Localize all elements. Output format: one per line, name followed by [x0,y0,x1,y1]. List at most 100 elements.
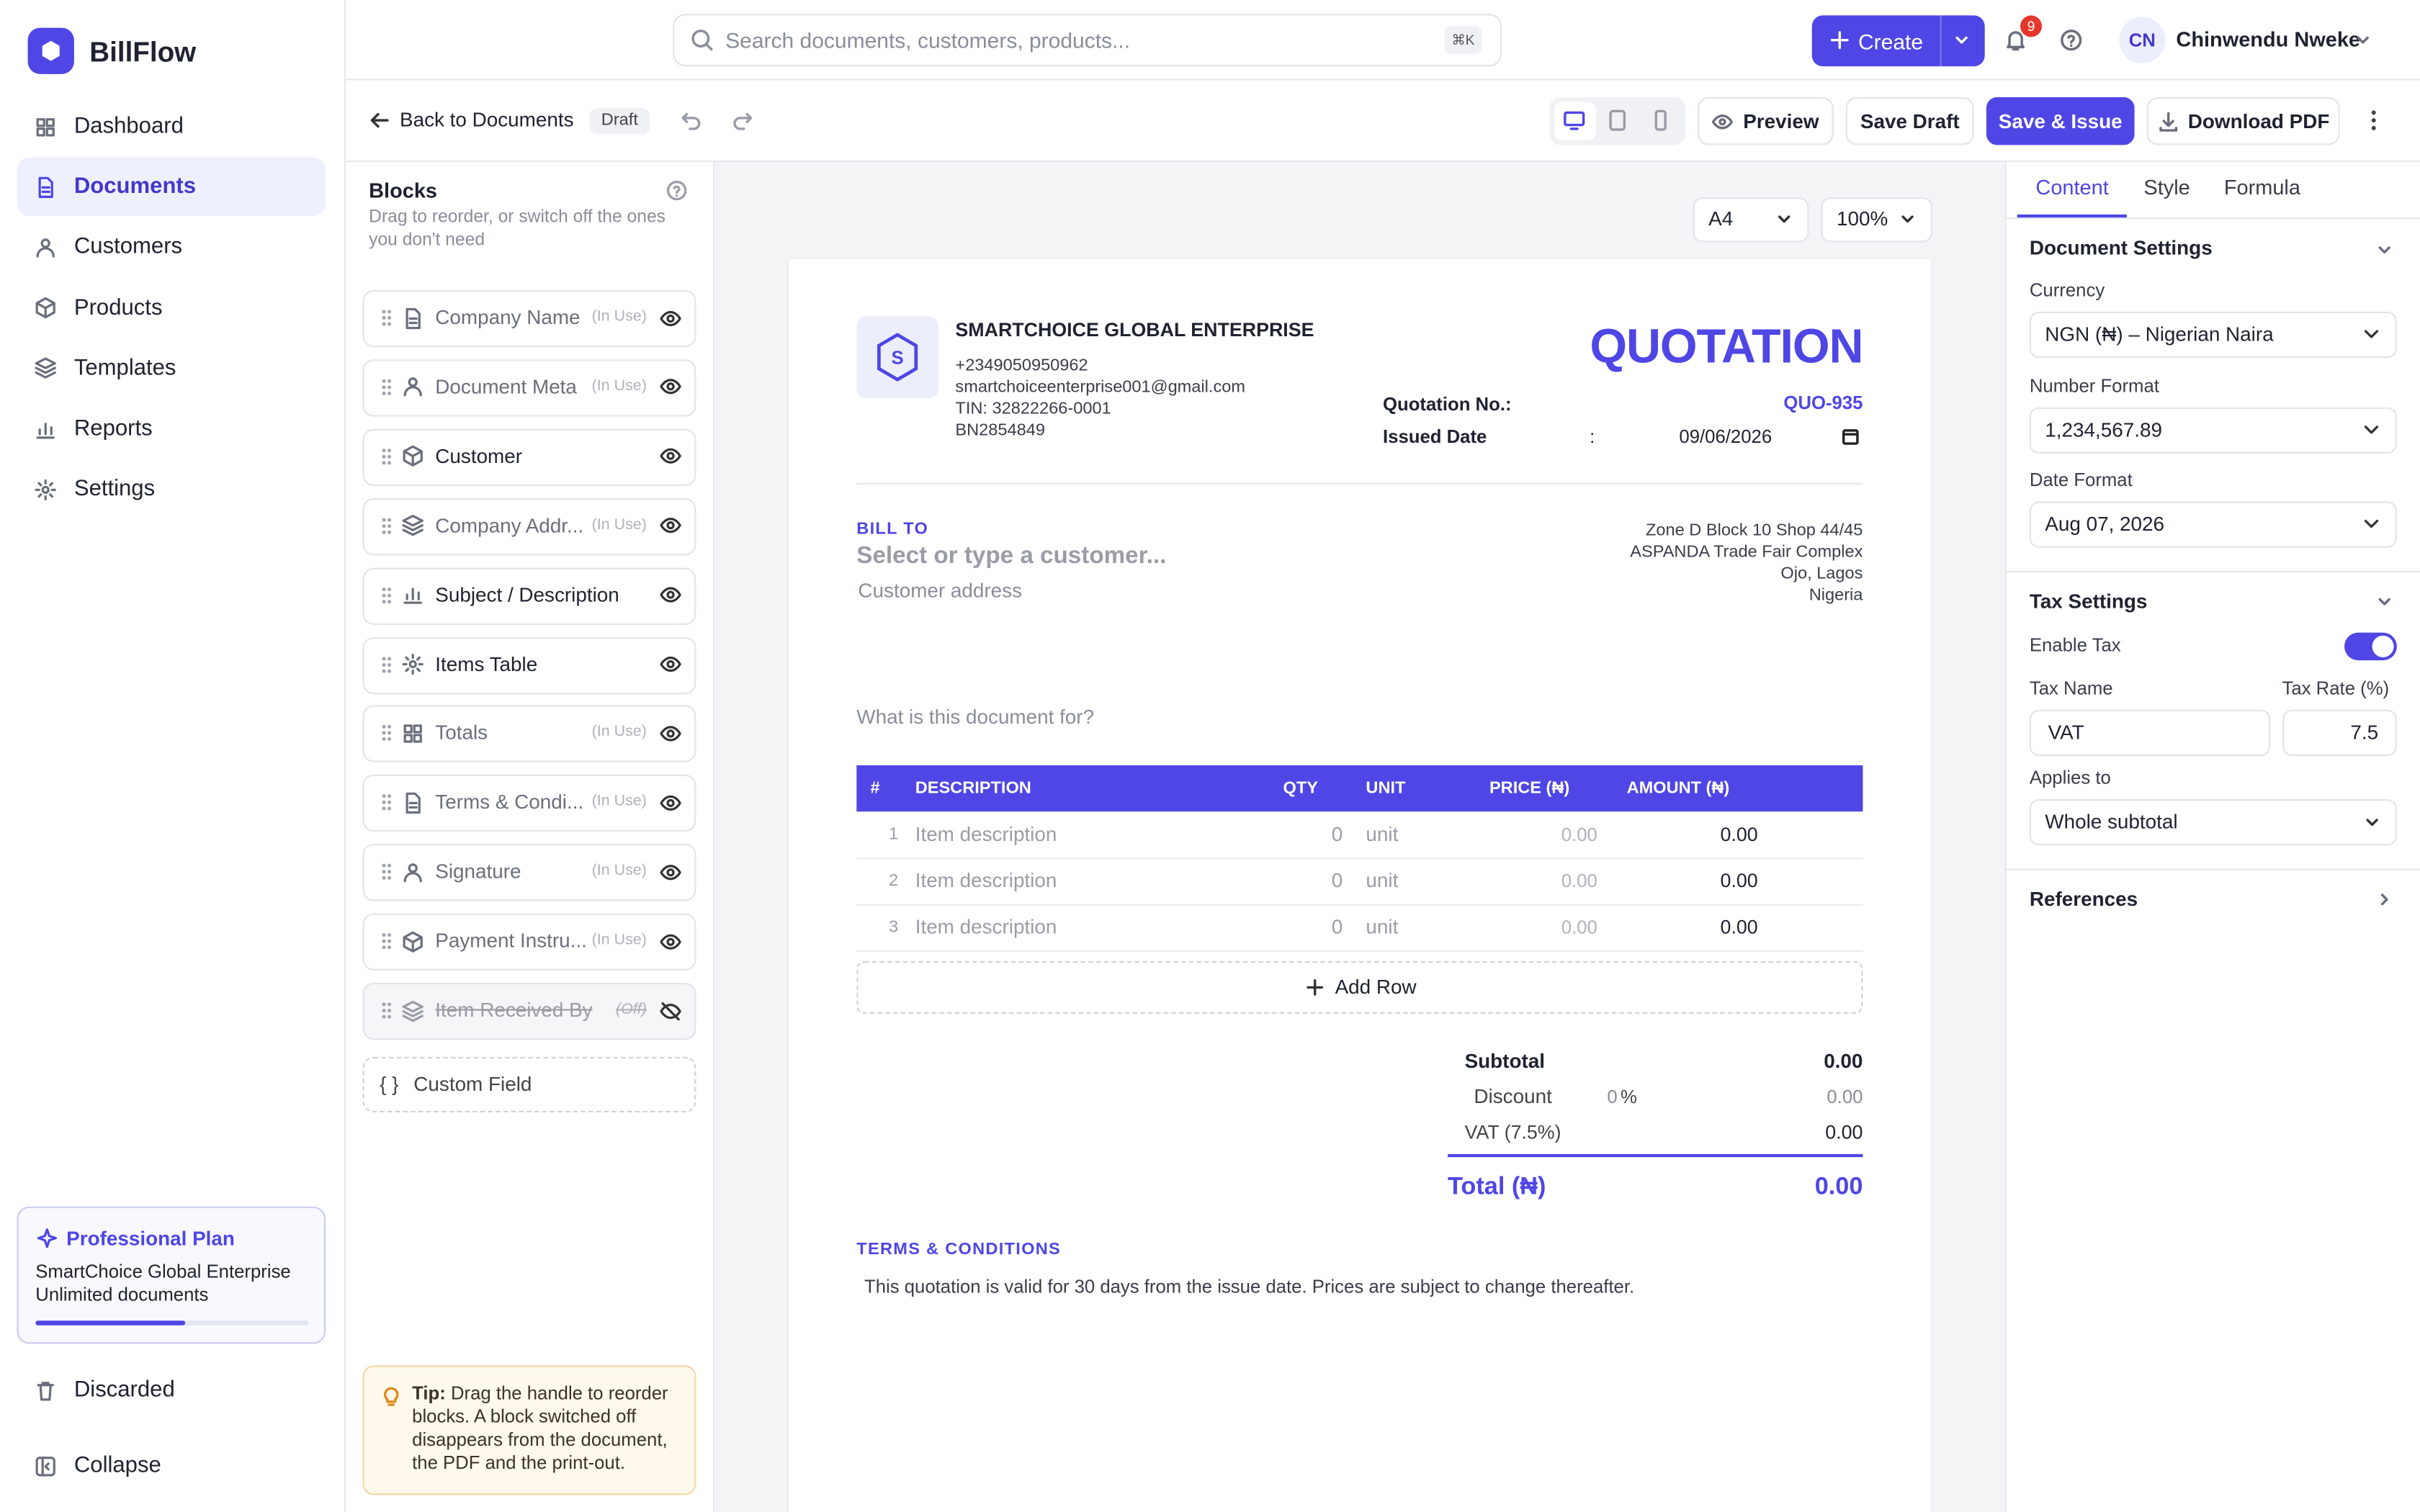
table-cell[interactable]: 0.00 [1561,824,1597,846]
icon [38,176,53,198]
search[interactable] [673,14,1502,67]
tax-rate-input[interactable] [2282,709,2397,756]
tab[interactable]: Style [2143,176,2190,199]
field-value: Aug 07, 2026 [2045,512,2165,536]
icon[interactable] [2059,28,2084,53]
download-button[interactable]: Download PDF [2146,97,2340,145]
icon-part [1654,109,1667,131]
applies-select[interactable] [2029,799,2397,846]
discarded[interactable]: Discarded [73,1377,175,1403]
table-cell[interactable]: 0.00 [1561,916,1597,938]
table-cell[interactable]: 0 [1331,868,1343,892]
collapse[interactable]: Collapse [73,1453,161,1478]
icon[interactable] [659,583,682,606]
nav-item[interactable]: Templates [73,356,176,381]
icon[interactable] [659,652,682,675]
block-card[interactable] [362,636,696,694]
icon [403,863,422,882]
icon[interactable] [659,306,682,329]
icon [403,930,423,953]
nav-item[interactable]: Settings [73,477,156,502]
table-cell[interactable]: 0 [1331,822,1343,846]
icon-part [370,112,389,128]
custom-field-label: Custom Field [413,1072,532,1096]
save-draft-button[interactable]: Save Draft [1845,97,1974,145]
label: Preview [1743,109,1819,133]
table-cell[interactable]: unit [1366,868,1399,892]
icon[interactable] [659,791,682,814]
device-active[interactable] [1554,102,1596,140]
more[interactable] [2369,108,2378,132]
nav-item[interactable]: Products [73,295,163,320]
add-row: Add Row [1335,975,1417,999]
user-name[interactable]: Chinwendu Nweke [2176,27,2360,51]
block-card[interactable] [362,844,696,901]
tab[interactable]: Formula [2223,176,2300,199]
icon [35,1457,55,1477]
terms-title: TERMS & CONDITIONS [856,1240,1062,1259]
add-row-button[interactable] [856,961,1863,1014]
icon-part [2364,425,2379,433]
icon [2366,819,2378,827]
table-cell[interactable]: unit [1366,822,1399,846]
icon[interactable] [659,930,682,953]
block-card[interactable] [362,567,696,624]
panel-line [2006,868,2420,870]
custom-field-button[interactable] [362,1056,696,1112]
nav-item[interactable]: Dashboard [73,114,184,139]
tax-name-label: Tax Name [2029,677,2113,699]
icon[interactable] [2003,28,2027,53]
discount-rate[interactable]: 0 [1607,1086,1618,1108]
icon-part [660,310,681,326]
field-select[interactable] [2029,501,2397,549]
zoom-select[interactable] [1821,197,1932,243]
block-card[interactable] [362,913,696,971]
total: 0.00 [1814,1174,1863,1201]
field-select[interactable] [2029,406,2397,454]
icon[interactable] [659,514,682,537]
customer-select[interactable]: Select or type a customer... [856,543,1167,570]
nav-item[interactable]: Reports [73,416,153,441]
tab-underline [2017,214,2127,218]
tax-name-input[interactable] [2029,709,2271,756]
icon-part [2371,110,2376,115]
block-status: (In Use) [591,724,647,742]
table-cell[interactable]: Item description [915,822,1057,846]
icon [370,112,389,128]
tab[interactable]: Content [2035,176,2109,199]
save-issue-button[interactable]: Save & Issue [1986,97,2135,145]
icon[interactable] [659,376,682,399]
back-link[interactable]: Back to Documents [400,108,574,132]
icon [2364,330,2379,338]
field-label: Number Format [2029,374,2159,396]
doc-date[interactable]: 09/06/2026 [1679,426,1773,448]
icon[interactable] [1650,109,1672,131]
icon[interactable] [659,445,682,468]
references[interactable]: References [2029,887,2138,911]
preview-button[interactable]: Preview [1698,97,1834,145]
address-line: ASPANDA Trade Fair Complex [1630,543,1863,562]
icon[interactable] [659,860,682,883]
toggle-knob [2372,635,2394,657]
icon[interactable] [681,109,702,131]
field-select[interactable] [2029,311,2397,359]
icon[interactable] [1607,109,1628,131]
table-cell[interactable]: unit [1366,914,1399,938]
page-size-select[interactable] [1693,197,1809,243]
icon [2378,598,2390,606]
table-cell[interactable]: Item description [915,868,1057,892]
nav-item[interactable]: Documents [73,174,197,199]
table-cell[interactable]: Item description [915,914,1057,938]
tax: 0.00 [1825,1121,1863,1143]
block-card[interactable] [362,428,696,486]
subject[interactable]: What is this document for? [856,705,1095,729]
icon[interactable] [659,722,682,745]
nav-item[interactable]: Customers [73,235,183,260]
icon[interactable] [659,999,682,1022]
table-cell[interactable]: 0.00 [1561,870,1597,892]
icon[interactable] [732,109,753,131]
tax-name: VAT [2048,720,2084,744]
icon [691,30,713,51]
block-card[interactable] [362,359,696,417]
table-cell[interactable]: 0 [1331,914,1343,938]
